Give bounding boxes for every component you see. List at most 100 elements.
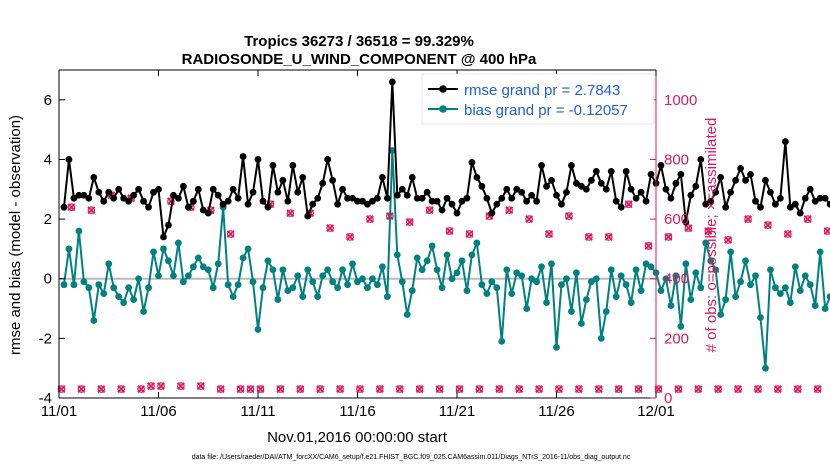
bias-point (692, 269, 700, 277)
rmse-point (513, 185, 521, 193)
rmse-point (712, 188, 720, 196)
obs-possible-point (216, 385, 225, 393)
rmse-point (478, 182, 486, 190)
obs-possible-point (585, 233, 593, 241)
bias-point (85, 284, 93, 292)
bias-point (582, 296, 590, 303)
rmse-point (697, 156, 705, 163)
bias-point (364, 284, 371, 292)
obs-assimilated-point (296, 385, 305, 393)
bias-point (528, 275, 536, 283)
bias-point (110, 284, 118, 292)
obs-assimilated-point (614, 385, 623, 393)
rmse-point (140, 197, 147, 205)
obs-possible-point (535, 385, 543, 393)
obs-assimilated-point (366, 215, 374, 224)
rmse-point (229, 185, 237, 193)
obs-possible-point (495, 385, 504, 393)
bias-point (538, 263, 545, 271)
legend-box (421, 73, 655, 125)
obs-possible-point (793, 385, 802, 393)
bias-point (722, 296, 730, 303)
rmse-point (463, 194, 471, 202)
rmse-point (647, 170, 655, 178)
rmse-point (374, 194, 381, 202)
obs-assimilated-point (356, 385, 364, 393)
obs-possible-point (316, 385, 324, 393)
obs-assimilated-point (793, 385, 802, 393)
bias-point (647, 263, 655, 271)
bias-point (70, 281, 78, 289)
bias-line (62, 149, 830, 370)
y-tick-label: 0 (44, 271, 52, 288)
obs-assimilated-point (515, 385, 524, 393)
bias-point (423, 257, 431, 265)
rmse-point (219, 200, 227, 208)
obs-possible-point (296, 385, 305, 393)
bias-point (767, 266, 774, 274)
obs-assimilated-point (754, 385, 762, 393)
bias-point (234, 281, 242, 289)
obs-assimilated-point (604, 233, 613, 241)
bias-point (468, 251, 476, 259)
obs-possible-point (455, 385, 464, 393)
bias-point (637, 287, 645, 295)
bias-point (806, 281, 814, 289)
obs-possible-point (624, 200, 633, 208)
chart-subtitle: RADIOSONDE_U_WIND_COMPONENT @ 400 hPa (182, 51, 537, 68)
rmse-point (239, 153, 247, 160)
bias-point (254, 326, 262, 333)
bias-point (573, 269, 580, 277)
obs-assimilated-point (216, 385, 225, 393)
legend-rmse-marker (439, 85, 447, 93)
rmse-point (806, 185, 814, 193)
obs-assimilated-point (823, 227, 830, 235)
bias-point (264, 257, 272, 265)
bias-point (403, 311, 411, 318)
rmse-point (443, 194, 451, 202)
bias-point (602, 308, 610, 315)
rmse-point (100, 197, 108, 205)
bias-point (587, 278, 595, 286)
rmse-point (573, 179, 580, 187)
obs-possible-point (694, 385, 703, 393)
footer-note: data file: /Users/raeder/DAI/ATM_forcXX/… (192, 454, 631, 461)
obs-assimilated-point (734, 385, 743, 393)
obs-assimilated-point (704, 227, 713, 235)
rmse-point (398, 185, 406, 193)
bias-point (374, 281, 381, 289)
obs-possible-point (445, 227, 454, 235)
rmse-point (179, 182, 187, 190)
obs-possible-point (823, 227, 830, 235)
bias-point (428, 242, 436, 250)
rmse-point (632, 194, 640, 202)
obs-assimilated-point (346, 233, 354, 241)
rmse-point (175, 194, 182, 202)
obs-assimilated-point (67, 203, 76, 212)
rmse-point (742, 176, 749, 184)
bias-point (781, 284, 789, 292)
bias-point (448, 275, 456, 283)
obs-assimilated-point (465, 230, 474, 238)
rmse-point (543, 182, 550, 190)
rmse-point (657, 162, 665, 169)
bias-point (558, 281, 565, 289)
bias-point (170, 272, 177, 280)
obs-assimilated-point (316, 385, 325, 393)
bias-point (776, 290, 784, 298)
obs-assimilated-point (256, 385, 265, 393)
rmse-point (498, 194, 506, 202)
rmse-point (493, 200, 501, 208)
bias-point (513, 269, 521, 277)
rmse-point (528, 191, 536, 199)
rmse-point (80, 191, 88, 199)
bias-point (473, 239, 481, 247)
bias-point (463, 287, 471, 295)
bias-point (334, 284, 341, 292)
rmse-point (304, 212, 312, 220)
rmse-point (115, 185, 123, 193)
rmse-point (577, 182, 585, 190)
obs-assimilated-point (664, 233, 673, 241)
rmse-point (458, 197, 466, 205)
